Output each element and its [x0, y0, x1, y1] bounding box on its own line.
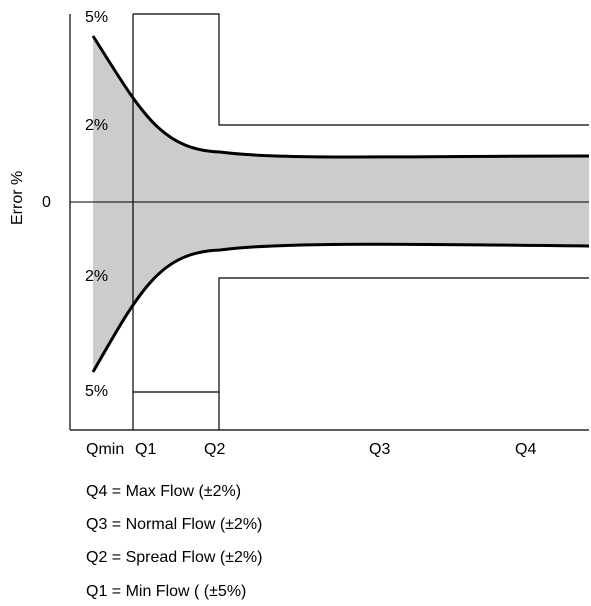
- x-label-q3: Q3: [369, 441, 390, 458]
- upper-tolerance-limit: [133, 13, 589, 126]
- legend-q3: Q3 = Normal Flow (±2%): [86, 516, 263, 533]
- legend-q1: Q1 = Min Flow ( (±5%): [86, 583, 247, 600]
- y-axis-title: Error %: [9, 171, 26, 225]
- lower-tolerance-limit: [133, 277, 589, 393]
- legend-q4: Q4 = Max Flow (±2%): [86, 483, 242, 500]
- x-label-q2: Q2: [204, 441, 225, 458]
- label-lower-2pct: 2%: [85, 268, 108, 285]
- lower-error-curve: [91, 242, 590, 373]
- label-upper-2pct: 2%: [85, 117, 108, 134]
- x-label-q4: Q4: [515, 441, 536, 458]
- upper-error-curve: [91, 35, 590, 159]
- x-label-qmin: Qmin: [86, 441, 124, 458]
- x-label-q1: Q1: [135, 441, 156, 458]
- error-band: [93, 36, 589, 372]
- label-bottom-5pct: 5%: [85, 383, 108, 400]
- label-zero: 0: [42, 194, 51, 211]
- legend-q2: Q2 = Spread Flow (±2%): [86, 549, 263, 566]
- label-top-5pct: 5%: [85, 9, 108, 26]
